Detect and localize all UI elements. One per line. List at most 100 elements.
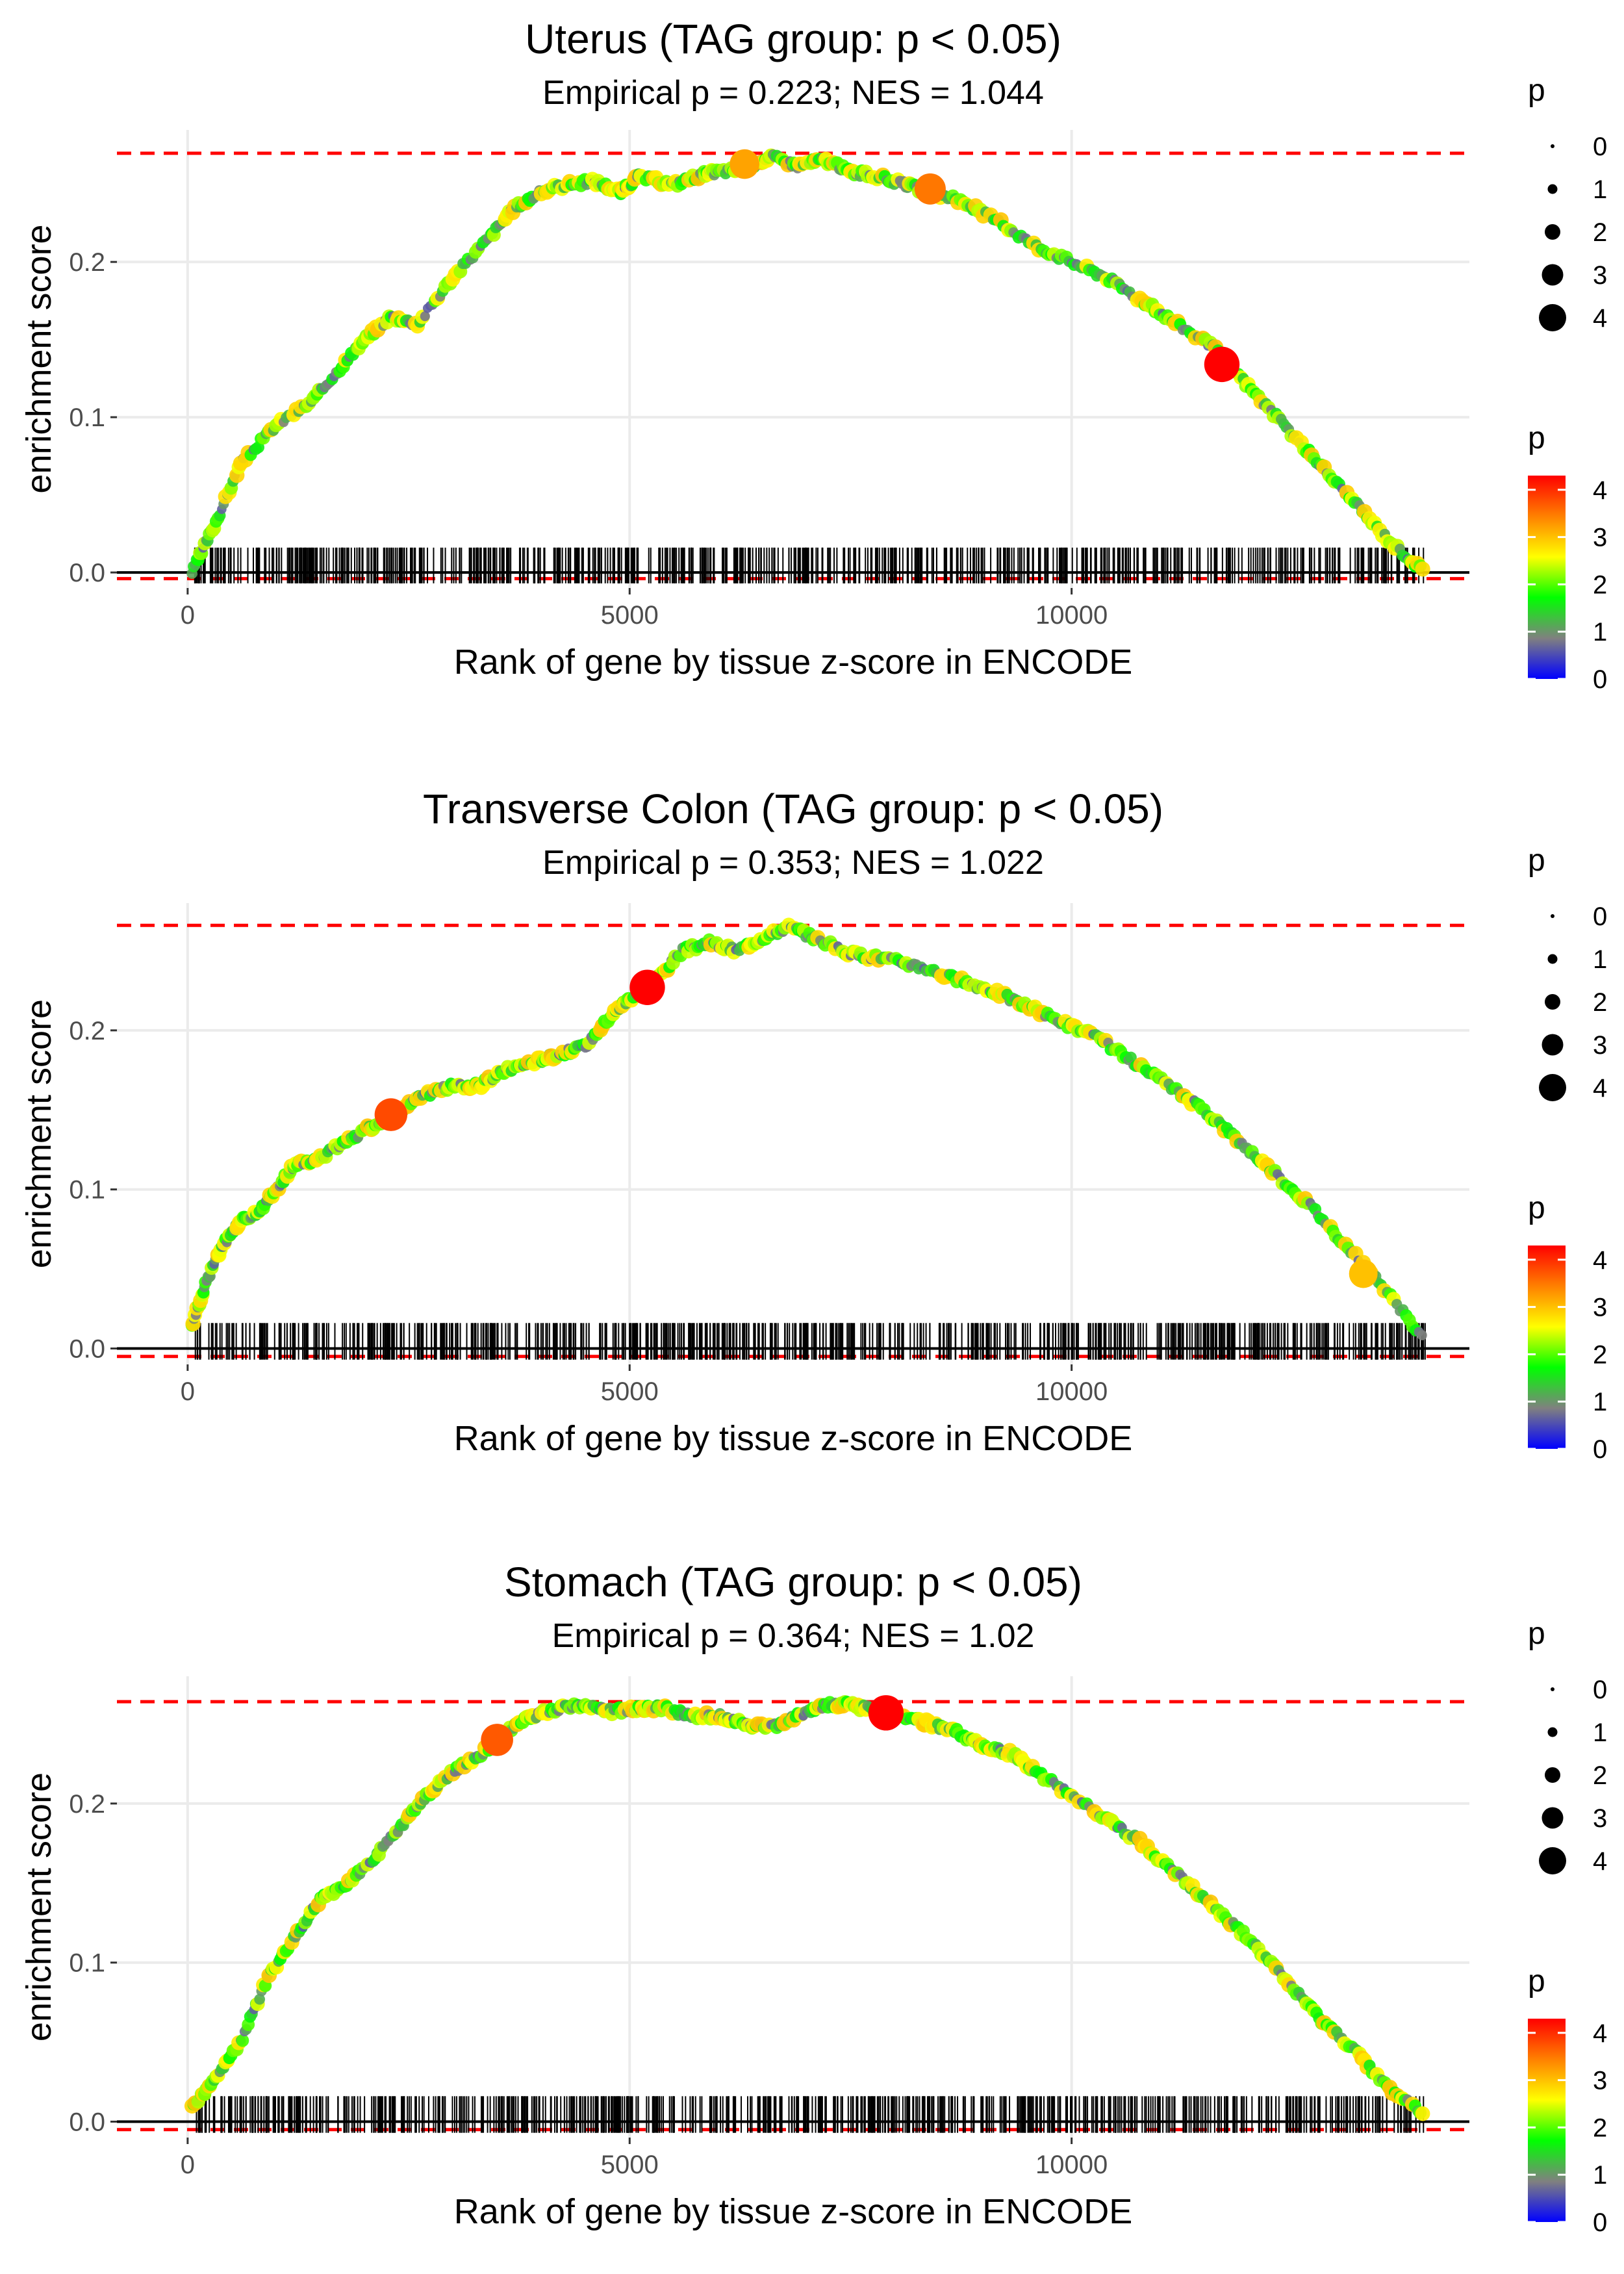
x-tick-label: 10000 xyxy=(1035,2151,1108,2179)
colorbar xyxy=(1528,1246,1566,1449)
color-legend: p 0 1 2 3 4 xyxy=(1528,1964,1607,2237)
colorbar-label: 2 xyxy=(1593,570,1607,599)
colorbar-label: 0 xyxy=(1593,665,1607,694)
size-legend-label: 1 xyxy=(1593,1718,1607,1747)
colorbar-label: 2 xyxy=(1593,2114,1607,2142)
x-tick-label: 5000 xyxy=(601,1377,659,1406)
color-legend-title: p xyxy=(1528,1964,1545,1999)
size-legend-dot xyxy=(1547,1727,1558,1737)
es-highlight-point xyxy=(374,1098,408,1131)
panel-3: Stomach (TAG group: p < 0.05) Empirical p… xyxy=(19,1559,1607,2237)
es-point xyxy=(1415,2106,1430,2121)
chart-subtitle: Empirical p = 0.353; NES = 1.022 xyxy=(542,844,1044,882)
colorbar-label: 1 xyxy=(1593,1388,1607,1416)
size-legend-dot xyxy=(1542,1034,1564,1056)
chart-subtitle: Empirical p = 0.364; NES = 1.02 xyxy=(552,1617,1035,1655)
size-legend-label: 3 xyxy=(1593,1804,1607,1833)
es-highlight-point xyxy=(1204,346,1240,383)
size-legend-dot xyxy=(1545,1767,1560,1783)
es-curve xyxy=(185,917,1427,1340)
y-axis-title: enrichment score xyxy=(19,1772,58,2041)
panel-2: Transverse Colon (TAG group: p < 0.05) Em… xyxy=(19,786,1607,1464)
colorbar-label: 1 xyxy=(1593,618,1607,646)
size-legend-title: p xyxy=(1528,73,1545,108)
es-point xyxy=(236,2034,249,2047)
x-tick-label: 0 xyxy=(181,2151,195,2179)
x-tick-label: 10000 xyxy=(1035,1377,1108,1406)
x-tick-label: 10000 xyxy=(1035,601,1108,630)
chart-title: Transverse Colon (TAG group: p < 0.05) xyxy=(423,786,1163,832)
size-legend-dot xyxy=(1542,264,1564,286)
panel-1: Uterus (TAG group: p < 0.05) Empirical p … xyxy=(19,16,1607,694)
hit-rug xyxy=(194,1323,1426,1360)
size-legend: p 0 1 2 3 4 xyxy=(1528,1616,1607,1876)
size-legend-dot xyxy=(1547,184,1558,194)
size-legend-label: 4 xyxy=(1593,304,1607,333)
size-legend-label: 0 xyxy=(1593,133,1607,161)
es-point xyxy=(1415,561,1430,577)
y-tick-label: 0.0 xyxy=(69,2108,105,2137)
y-axis-title: enrichment score xyxy=(19,999,58,1268)
x-tick-label: 0 xyxy=(181,1377,195,1406)
size-legend-dot xyxy=(1551,1687,1554,1691)
es-highlight-point xyxy=(1349,1259,1378,1288)
es-highlight-point xyxy=(730,149,759,179)
size-legend-dot xyxy=(1547,954,1558,964)
es-highlight-point xyxy=(868,1695,904,1731)
colorbar-label: 0 xyxy=(1593,1435,1607,1464)
colorbar-label: 2 xyxy=(1593,1340,1607,1369)
colorbar-label: 3 xyxy=(1593,1294,1607,1322)
y-axis-title: enrichment score xyxy=(19,224,58,493)
y-tick-label: 0.2 xyxy=(69,248,105,277)
size-legend: p 0 1 2 3 4 xyxy=(1528,73,1607,333)
size-legend-label: 4 xyxy=(1593,1074,1607,1103)
size-legend-label: 3 xyxy=(1593,261,1607,290)
x-tick-label: 0 xyxy=(181,601,195,630)
hit-rug xyxy=(196,2096,1425,2133)
colorbar xyxy=(1528,476,1566,679)
colorbar-label: 3 xyxy=(1593,2067,1607,2095)
color-legend-title: p xyxy=(1528,1191,1545,1225)
colorbar-label: 1 xyxy=(1593,2161,1607,2190)
size-legend-label: 0 xyxy=(1593,902,1607,931)
colorbar-label: 3 xyxy=(1593,524,1607,552)
es-highlight-point xyxy=(629,969,665,1005)
size-legend-title: p xyxy=(1528,1616,1545,1651)
y-tick-label: 0.1 xyxy=(69,1949,105,1978)
x-axis-title: Rank of gene by tissue z-score in ENCODE xyxy=(454,1419,1132,1458)
size-legend-label: 2 xyxy=(1593,1761,1607,1790)
size-legend: p 0 1 2 3 4 xyxy=(1528,843,1607,1103)
chart-subtitle: Empirical p = 0.223; NES = 1.044 xyxy=(542,74,1044,112)
es-point xyxy=(1417,1330,1427,1340)
colorbar-label: 4 xyxy=(1593,476,1607,505)
y-tick-label: 0.0 xyxy=(69,559,105,587)
size-legend-dot xyxy=(1539,1074,1566,1101)
es-curve xyxy=(184,1694,1430,2121)
y-tick-label: 0.1 xyxy=(69,403,105,432)
size-legend-dot xyxy=(1545,994,1560,1010)
size-legend-dot xyxy=(1539,304,1566,331)
color-legend: p 0 1 2 3 4 xyxy=(1528,1191,1607,1464)
size-legend-dot xyxy=(1551,914,1554,918)
chart-title: Uterus (TAG group: p < 0.05) xyxy=(525,16,1061,62)
size-legend-dot xyxy=(1551,144,1554,148)
x-axis-title: Rank of gene by tissue z-score in ENCODE xyxy=(454,643,1132,682)
size-legend-dot xyxy=(1539,1847,1566,1874)
size-legend-dot xyxy=(1545,224,1560,240)
size-legend-dot xyxy=(1542,1807,1564,1829)
size-legend-label: 2 xyxy=(1593,988,1607,1017)
colorbar-label: 0 xyxy=(1593,2208,1607,2237)
color-legend: p 0 1 2 3 4 xyxy=(1528,421,1607,694)
es-curve xyxy=(186,148,1430,579)
es-highlight-point xyxy=(914,173,946,205)
size-legend-title: p xyxy=(1528,843,1545,878)
y-tick-label: 0.1 xyxy=(69,1176,105,1205)
colorbar-label: 4 xyxy=(1593,1246,1607,1275)
chart-title: Stomach (TAG group: p < 0.05) xyxy=(504,1559,1082,1605)
size-legend-label: 3 xyxy=(1593,1031,1607,1060)
size-legend-label: 4 xyxy=(1593,1847,1607,1876)
y-tick-label: 0.2 xyxy=(69,1017,105,1045)
size-legend-label: 2 xyxy=(1593,218,1607,247)
size-legend-label: 0 xyxy=(1593,1676,1607,1704)
